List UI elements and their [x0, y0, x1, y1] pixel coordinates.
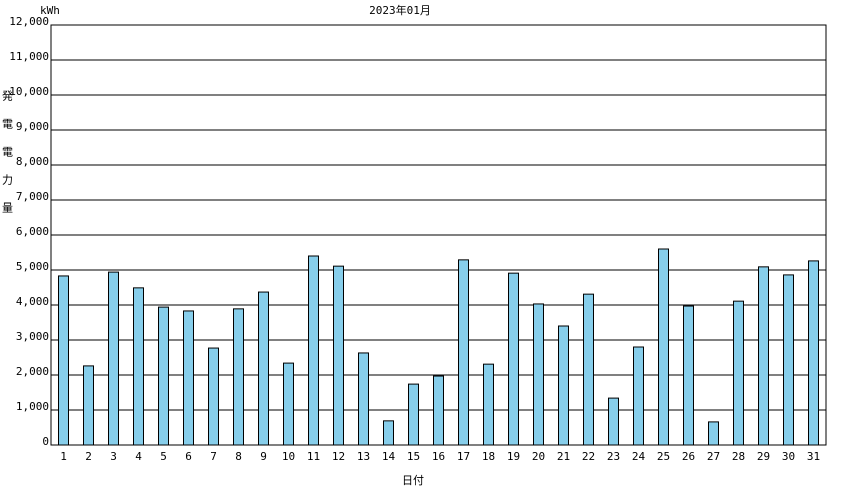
x-tick-label: 6	[185, 450, 192, 463]
bar	[233, 308, 244, 446]
x-tick-label: 23	[607, 450, 620, 463]
y-tick-label: 5,000	[16, 260, 49, 273]
bar	[58, 275, 69, 446]
bar	[408, 383, 419, 446]
x-tick-label: 7	[210, 450, 217, 463]
bar	[108, 271, 119, 446]
bar	[283, 362, 294, 446]
bar	[383, 420, 394, 446]
bar	[558, 325, 569, 446]
bar	[258, 291, 269, 446]
bar	[608, 397, 619, 446]
x-tick-label: 17	[457, 450, 470, 463]
bar	[508, 272, 519, 446]
bar	[458, 259, 469, 446]
bar	[583, 293, 594, 446]
x-tick-label: 19	[507, 450, 520, 463]
y-tick-label: 12,000	[9, 15, 49, 28]
y-tick-label: 1,000	[16, 400, 49, 413]
bar	[758, 266, 769, 446]
x-tick-label: 22	[582, 450, 595, 463]
x-tick-label: 5	[160, 450, 167, 463]
x-tick-label: 11	[307, 450, 320, 463]
y-tick-label: 9,000	[16, 120, 49, 133]
bar	[183, 310, 194, 446]
y-tick-label: 10,000	[9, 85, 49, 98]
x-tick-label: 25	[657, 450, 670, 463]
unit-label: kWh	[40, 4, 60, 17]
x-tick-label: 18	[482, 450, 495, 463]
x-tick-label: 14	[382, 450, 396, 463]
x-tick-label: 30	[782, 450, 795, 463]
bar	[158, 306, 169, 446]
bar	[358, 352, 369, 446]
bar	[208, 347, 219, 446]
y-tick-label: 8,000	[16, 155, 49, 168]
x-tick-label: 24	[632, 450, 646, 463]
bar	[483, 363, 494, 446]
x-tick-label: 3	[110, 450, 117, 463]
y-axis-label: 発電電力量	[1, 89, 14, 230]
bar	[808, 260, 819, 446]
bar	[308, 255, 319, 446]
bar	[533, 303, 544, 446]
x-axis-label: 日付	[402, 474, 424, 487]
y-tick-label: 0	[42, 435, 49, 448]
x-tick-label: 1	[60, 450, 67, 463]
bar	[658, 248, 669, 446]
bar	[133, 287, 144, 446]
bar	[683, 305, 694, 446]
bar	[433, 375, 444, 446]
x-tick-label: 10	[282, 450, 295, 463]
bar	[333, 265, 344, 446]
x-tick-label: 27	[707, 450, 720, 463]
x-tick-label: 20	[532, 450, 545, 463]
bar	[633, 346, 644, 446]
x-tick-label: 31	[807, 450, 820, 463]
x-tick-label: 13	[357, 450, 370, 463]
x-tick-label: 4	[135, 450, 142, 463]
x-tick-label: 2	[85, 450, 92, 463]
y-tick-label: 7,000	[16, 190, 49, 203]
x-tick-label: 9	[260, 450, 267, 463]
bar	[783, 274, 794, 446]
bar	[83, 365, 94, 446]
x-tick-label: 8	[235, 450, 242, 463]
x-tick-label: 28	[732, 450, 745, 463]
y-tick-label: 4,000	[16, 295, 49, 308]
x-tick-label: 21	[557, 450, 570, 463]
x-tick-label: 26	[682, 450, 695, 463]
y-tick-label: 2,000	[16, 365, 49, 378]
bar	[733, 300, 744, 446]
x-tick-label: 12	[332, 450, 345, 463]
x-tick-label: 29	[757, 450, 770, 463]
y-tick-label: 6,000	[16, 225, 49, 238]
x-tick-label: 15	[407, 450, 420, 463]
y-tick-label: 11,000	[9, 50, 49, 63]
x-tick-label: 16	[432, 450, 445, 463]
y-tick-label: 3,000	[16, 330, 49, 343]
chart-title: 2023年01月	[369, 3, 431, 17]
bar	[708, 421, 719, 446]
